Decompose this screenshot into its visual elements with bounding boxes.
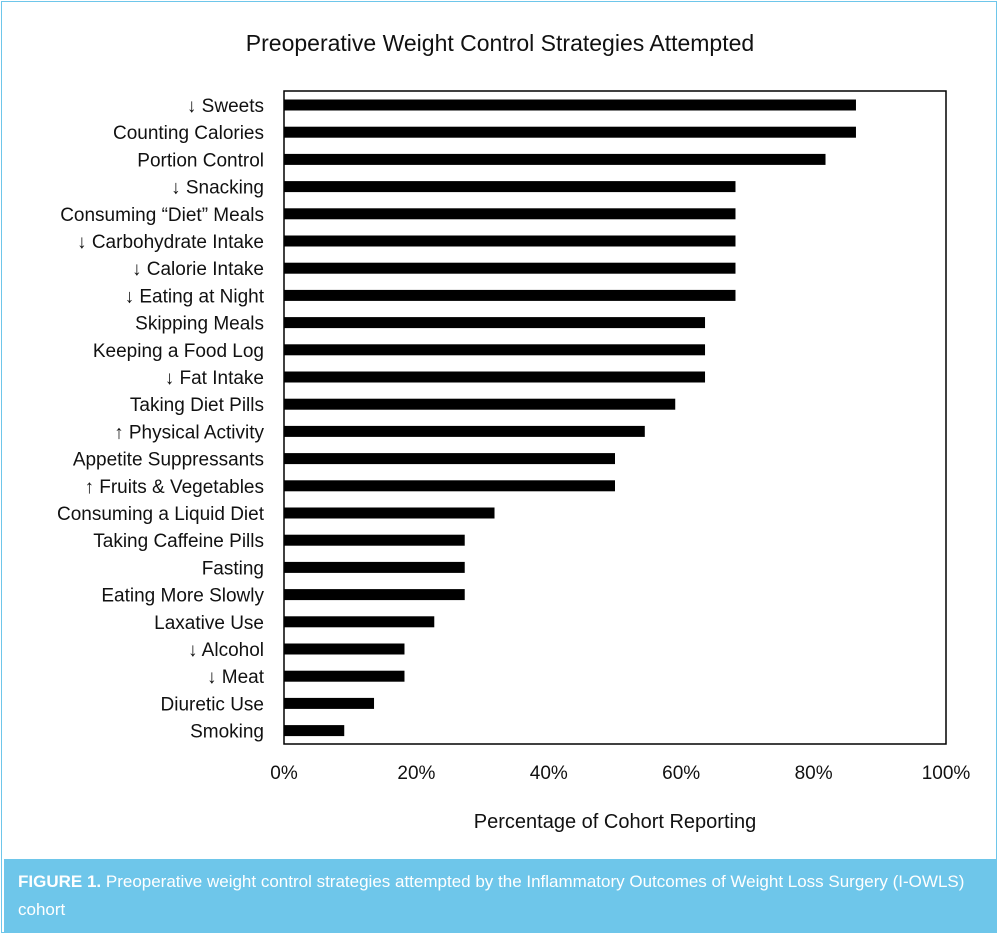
bar xyxy=(284,725,345,737)
bar xyxy=(284,589,465,601)
bar xyxy=(284,425,645,437)
bar xyxy=(284,534,465,546)
caption-text: Preoperative weight control strategies a… xyxy=(18,872,965,919)
category-label: ↓ Calorie Intake xyxy=(132,259,264,280)
category-label: Counting Calories xyxy=(113,123,264,144)
x-tick-label: 40% xyxy=(530,763,568,784)
category-label: Portion Control xyxy=(137,150,264,171)
x-tick-labels-group: 0% 20% 40% 60% 80% 100% xyxy=(270,763,970,784)
bar xyxy=(284,317,706,329)
category-label: ↓ Alcohol xyxy=(188,640,264,661)
bar xyxy=(284,99,856,111)
x-tick-label: 100% xyxy=(922,763,971,784)
x-tick-label: 20% xyxy=(397,763,435,784)
bar xyxy=(284,453,615,465)
category-label: ↑ Fruits & Vegetables xyxy=(84,477,264,498)
x-tick-label: 80% xyxy=(795,763,833,784)
category-label: Taking Caffeine Pills xyxy=(93,531,264,552)
category-label: Taking Diet Pills xyxy=(130,395,264,416)
bar xyxy=(284,208,736,220)
category-label: ↓ Eating at Night xyxy=(125,286,265,307)
figure-caption: FIGURE 1. Preoperative weight control st… xyxy=(4,859,996,933)
category-label: Consuming a Liquid Diet xyxy=(57,504,265,525)
category-label: Fasting xyxy=(202,558,264,579)
category-label: ↓ Fat Intake xyxy=(165,368,264,389)
category-label: Diuretic Use xyxy=(161,694,264,715)
x-tick-label: 0% xyxy=(270,763,298,784)
bar xyxy=(284,398,676,410)
category-label: Laxative Use xyxy=(154,613,264,634)
caption-label: FIGURE 1. xyxy=(18,872,102,891)
category-label: Appetite Suppressants xyxy=(73,450,264,471)
bar xyxy=(284,670,405,682)
category-label: ↓ Meat xyxy=(207,667,265,688)
category-label: Skipping Meals xyxy=(135,314,264,335)
bar xyxy=(284,643,405,655)
bar xyxy=(284,126,856,138)
chart-title: Preoperative Weight Control Strategies A… xyxy=(245,30,755,56)
bar xyxy=(284,480,615,492)
x-axis-label: Percentage of Cohort Reporting xyxy=(473,811,757,833)
category-label: ↓ Sweets xyxy=(187,96,264,117)
bar xyxy=(284,289,736,301)
bar xyxy=(284,344,706,356)
plot-area xyxy=(283,90,947,745)
bar xyxy=(284,235,736,247)
bar xyxy=(284,507,495,519)
bar xyxy=(284,371,706,383)
category-label: ↑ Physical Activity xyxy=(114,422,264,443)
x-tick-label: 60% xyxy=(662,763,700,784)
category-label: Consuming “Diet” Meals xyxy=(60,205,264,226)
bars-group xyxy=(284,99,856,737)
category-label: Eating More Slowly xyxy=(101,586,264,607)
bar xyxy=(284,697,375,709)
bar xyxy=(284,262,736,274)
bar xyxy=(284,561,465,573)
category-label: Smoking xyxy=(190,722,264,743)
category-label: ↓ Snacking xyxy=(171,178,264,199)
category-label: ↓ Carbohydrate Intake xyxy=(77,232,264,253)
category-label: Keeping a Food Log xyxy=(93,341,264,362)
bar xyxy=(284,181,736,193)
category-labels-group: ↓ Sweets Counting Calories Portion Control… xyxy=(57,96,265,743)
bar xyxy=(284,616,435,628)
bar-chart: ↓ Sweets Counting Calories Portion Control… xyxy=(57,90,970,784)
bar xyxy=(284,153,826,165)
